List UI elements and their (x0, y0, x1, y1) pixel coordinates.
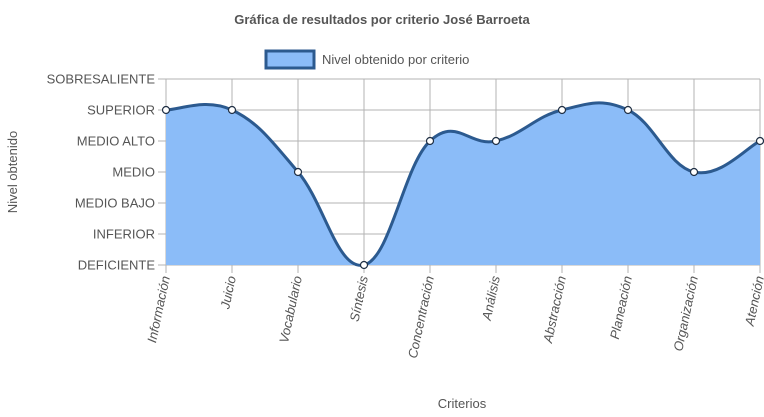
y-tick-label: SOBRESALIENTE (47, 72, 156, 87)
y-tick-label: MEDIO BAJO (75, 196, 155, 211)
data-point-7 (557, 105, 567, 115)
series-line (165, 101, 761, 267)
x-tick-label: Información (144, 275, 173, 345)
series-points (161, 105, 764, 270)
x-tick-label: Juicio (217, 275, 239, 312)
data-point-2 (227, 105, 237, 115)
legend[interactable]: Nivel obtenido por criterio (264, 49, 469, 70)
x-tick-label: Análisis (479, 274, 503, 322)
data-point-1 (161, 105, 171, 115)
data-point-3 (293, 167, 303, 177)
x-ticks: Información Juicio Vocabulario Síntesis Conc… (144, 274, 764, 360)
y-tick-label: INFERIOR (93, 227, 155, 242)
chart-title: Gráfica de resultados por criterio José … (234, 12, 530, 27)
data-point-5 (425, 136, 435, 146)
data-point-9 (689, 167, 699, 177)
x-tick-label: Concentración (405, 275, 437, 360)
data-point-10 (755, 136, 764, 146)
x-tick-label: Abstracción (540, 275, 569, 346)
legend-label[interactable]: Nivel obtenido por criterio (322, 52, 469, 67)
data-point-6 (491, 136, 501, 146)
series-area (166, 102, 760, 266)
x-axis-label: Criterios (438, 396, 487, 411)
x-tick-label: Planeación (607, 275, 635, 341)
y-tick-label: SUPERIOR (87, 103, 155, 118)
y-axis-label: Nivel obtenido (5, 131, 20, 213)
data-point-8 (623, 105, 633, 115)
legend-swatch[interactable] (264, 49, 316, 70)
x-tick-label: Organización (670, 275, 701, 353)
data-point-4 (359, 260, 369, 270)
x-tick-label: Vocabulario (276, 275, 305, 345)
x-tick-label: Síntesis (347, 274, 371, 323)
y-tick-label: DEFICIENTE (78, 258, 156, 273)
y-ticks: DEFICIENTE INFERIOR MEDIO BAJO MEDIO MEDIO A… (47, 72, 156, 273)
y-tick-label: MEDIO ALTO (77, 134, 155, 149)
y-tick-label: MEDIO (112, 165, 155, 180)
x-tick-label: Atención (742, 275, 764, 329)
